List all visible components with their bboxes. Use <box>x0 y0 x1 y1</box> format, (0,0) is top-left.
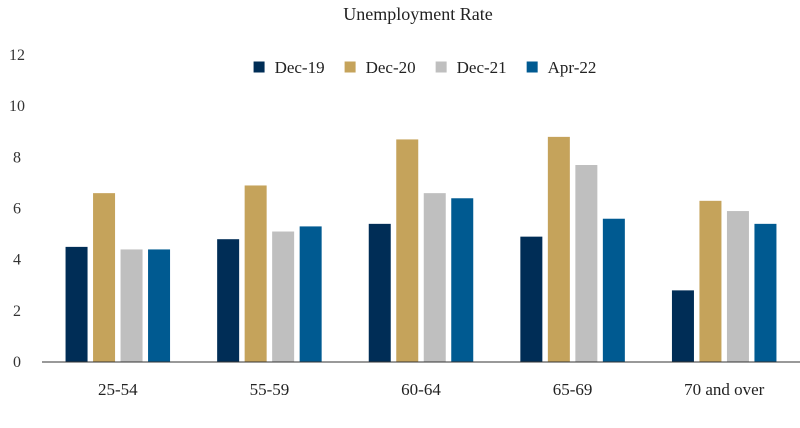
legend-label: Dec-20 <box>366 58 416 77</box>
x-tick-label: 60-64 <box>401 380 441 399</box>
bar <box>575 165 598 362</box>
legend-swatch <box>526 61 538 73</box>
bar <box>671 290 694 362</box>
legend-swatch <box>344 61 356 73</box>
bar <box>602 218 625 362</box>
bar <box>754 223 777 362</box>
bar <box>120 249 143 362</box>
x-tick-label: 65-69 <box>553 380 593 399</box>
bar <box>726 211 749 362</box>
bar <box>93 193 116 362</box>
bar <box>368 223 391 362</box>
y-tick-label: 4 <box>13 252 21 269</box>
x-tick-label: 70 and over <box>684 380 765 399</box>
bar <box>699 200 722 362</box>
y-axis-ticks: 0 2 4 6 8 10 12 <box>9 47 25 371</box>
bar <box>65 246 88 362</box>
bar <box>148 249 171 362</box>
y-tick-label: 2 <box>13 303 21 320</box>
bars <box>65 136 777 362</box>
x-tick-label: 25-54 <box>98 380 138 399</box>
legend-label: Dec-21 <box>457 58 507 77</box>
bar <box>451 198 474 362</box>
y-tick-label: 0 <box>13 354 21 371</box>
legend-swatch <box>435 61 447 73</box>
bar <box>520 236 543 362</box>
y-tick-label: 12 <box>9 47 25 64</box>
bar <box>547 136 570 362</box>
y-tick-label: 6 <box>13 201 21 218</box>
bar <box>299 226 322 362</box>
legend-label: Apr-22 <box>548 58 597 77</box>
legend-swatch <box>253 61 265 73</box>
bar <box>217 239 240 362</box>
x-axis-labels: 25-54 55-59 60-64 65-69 70 and over <box>98 380 765 399</box>
y-tick-label: 8 <box>13 149 21 166</box>
chart-title: Unemployment Rate <box>343 4 492 24</box>
bar <box>396 139 419 362</box>
legend: Dec-19 Dec-20 Dec-21 Apr-22 <box>253 58 597 77</box>
bar <box>244 185 267 362</box>
bar <box>423 193 446 362</box>
x-tick-label: 55-59 <box>250 380 290 399</box>
legend-label: Dec-19 <box>275 58 325 77</box>
y-tick-label: 10 <box>9 98 25 115</box>
bar <box>272 231 295 362</box>
